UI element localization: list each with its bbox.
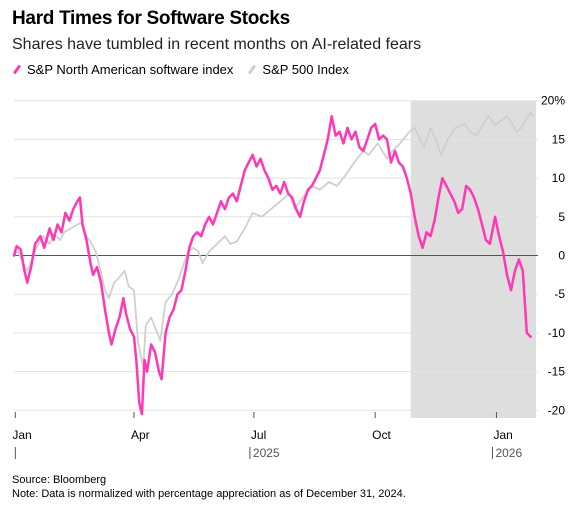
x-tick-label: Apr <box>131 428 150 442</box>
x-tick-label: Oct <box>372 428 391 442</box>
data-note: Note: Data is normalized with percentage… <box>12 488 406 500</box>
shaded-region-layer <box>410 101 536 418</box>
x-tick-label: Jan <box>12 428 31 442</box>
y-tick-label: 10 <box>552 171 566 185</box>
line-chart: 20% 15 10 5 0 -5 -10 -15 -20 Jan Apr Jul Oct Jan 2025 2… <box>12 94 565 460</box>
y-tick-label: -20 <box>548 403 566 417</box>
footer: Source: Bloomberg Note: Data is normaliz… <box>12 473 406 501</box>
axis-layer: 20% 15 10 5 0 -5 -10 -15 -20 Jan Apr Jul Oct Jan 2025 2… <box>12 94 565 460</box>
source-note: Source: Bloomberg <box>12 474 107 486</box>
series-layer <box>12 111 535 416</box>
year-label: 2025 <box>253 446 280 460</box>
legend-item-sp500: S&P 500 Index <box>247 62 349 77</box>
y-tick-label: 15 <box>552 132 566 146</box>
chart-subtitle: Shares have tumbled in recent months on … <box>12 36 422 53</box>
y-tick-label: 20% <box>541 94 565 108</box>
x-tick-label: Jan <box>493 428 512 442</box>
shaded-region <box>410 101 536 418</box>
legend: S&P North American software index S&P 50… <box>12 62 349 77</box>
y-tick-label: -10 <box>548 326 566 340</box>
y-tick-label: 0 <box>558 249 565 263</box>
grid-layer <box>14 100 538 411</box>
y-tick-label: -5 <box>554 287 565 301</box>
software-index-line <box>12 114 532 416</box>
year-label: 2026 <box>495 446 522 460</box>
chart-title: Hard Times for Software Stocks <box>12 8 290 29</box>
legend-label-software: S&P North American software index <box>27 62 234 77</box>
legend-label-sp500: S&P 500 Index <box>262 62 349 77</box>
legend-item-software: S&P North American software index <box>12 62 233 77</box>
x-tick-label: Jul <box>251 428 266 442</box>
y-tick-label: 5 <box>558 210 565 224</box>
y-tick-label: -15 <box>548 365 566 379</box>
